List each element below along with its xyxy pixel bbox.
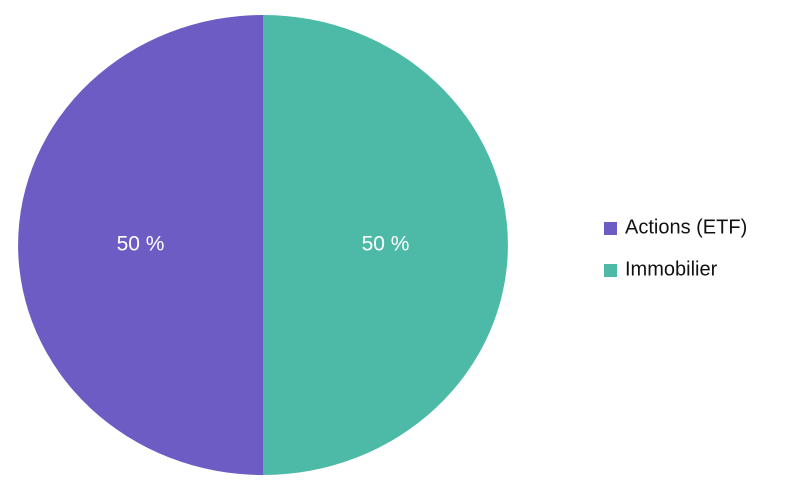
legend-swatch bbox=[604, 222, 617, 235]
value-label: 50 % bbox=[117, 233, 165, 256]
legend-label: Immobilier bbox=[625, 258, 718, 280]
legend-label: Actions (ETF) bbox=[625, 216, 747, 238]
legend-swatch bbox=[604, 264, 617, 277]
pie-slice bbox=[263, 15, 508, 475]
pie-slice bbox=[18, 15, 264, 475]
value-label: 50 % bbox=[362, 233, 410, 256]
